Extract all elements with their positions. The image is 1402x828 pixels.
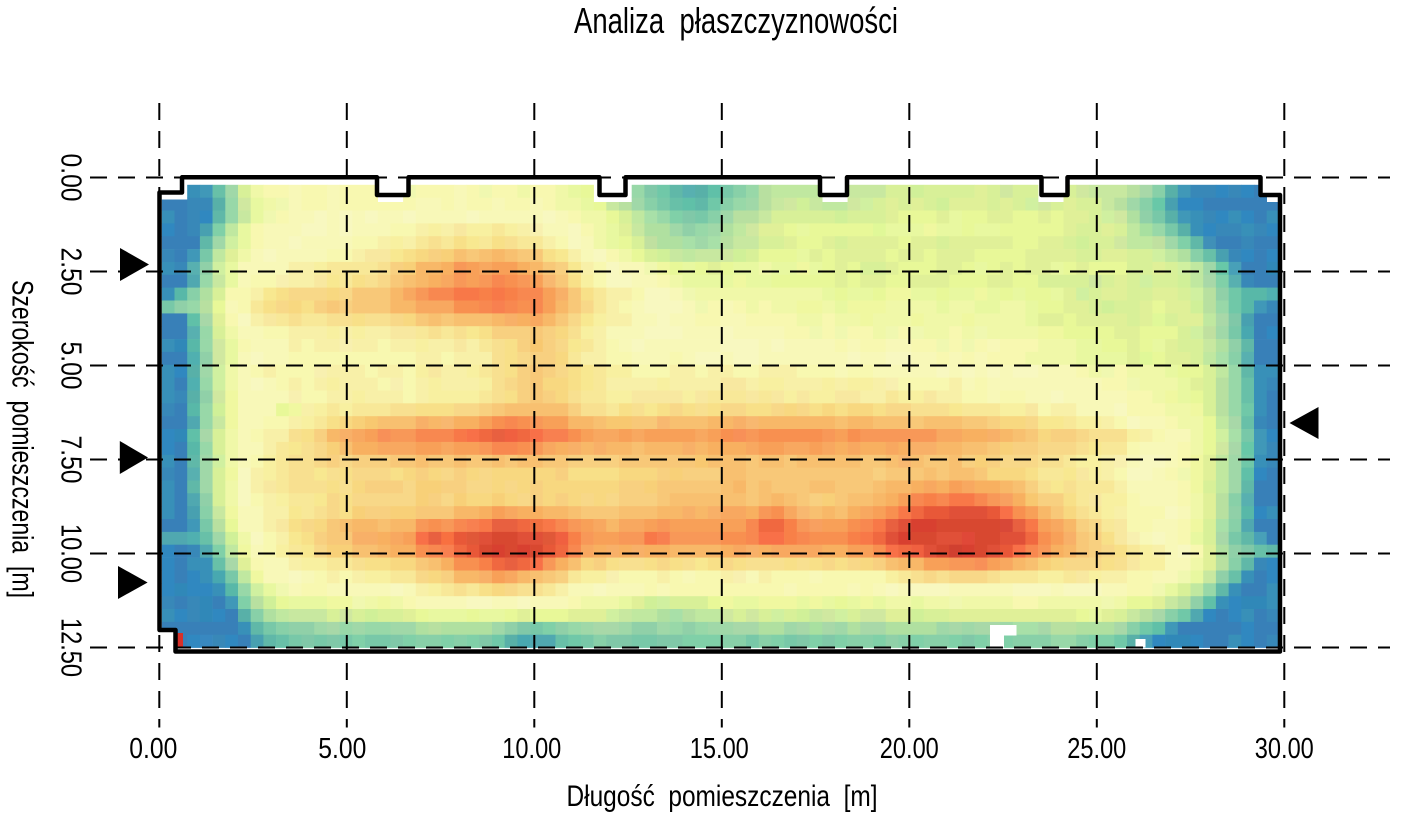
svg-text:15.00: 15.00 [690,733,749,765]
svg-text:Długość pomieszczenia [m]: Długość pomieszczenia [m] [567,780,878,813]
svg-text:10.00: 10.00 [55,524,87,583]
svg-text:7.50: 7.50 [55,436,87,484]
svg-text:Szerokość pomieszczenia [m]: Szerokość pomieszczenia [m] [6,280,39,598]
svg-text:0.00: 0.00 [129,733,177,765]
svg-text:12.50: 12.50 [55,618,87,677]
svg-text:2.50: 2.50 [55,248,87,296]
svg-text:10.00: 10.00 [502,733,561,765]
svg-text:5.00: 5.00 [318,733,366,765]
svg-text:5.00: 5.00 [55,342,87,390]
svg-text:30.00: 30.00 [1255,733,1314,765]
svg-text:25.00: 25.00 [1067,733,1126,765]
svg-text:Analiza płaszczyznowości: Analiza płaszczyznowości [574,0,898,41]
svg-text:0.00: 0.00 [55,154,87,202]
svg-text:20.00: 20.00 [880,733,939,765]
